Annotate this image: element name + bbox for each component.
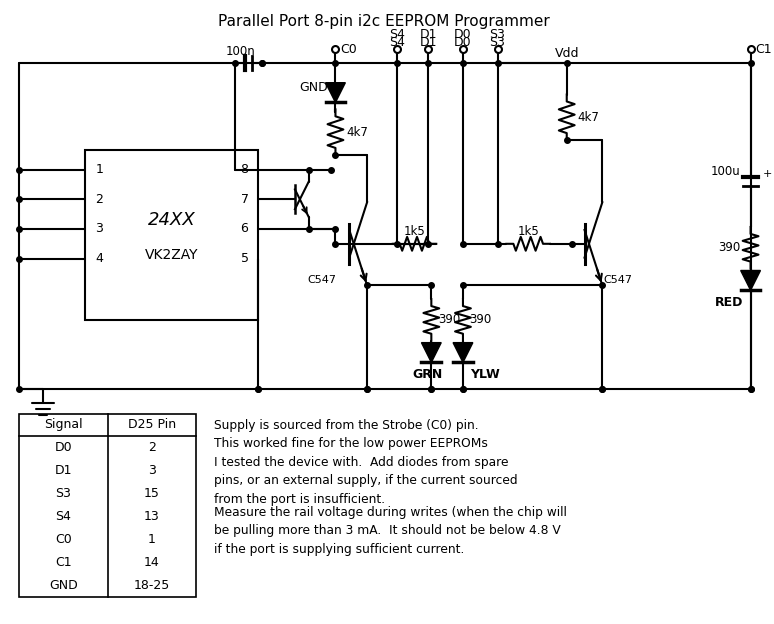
Text: 18-25: 18-25 bbox=[134, 578, 170, 592]
Text: 4: 4 bbox=[95, 252, 103, 265]
Text: S3: S3 bbox=[490, 36, 505, 49]
Text: GRN: GRN bbox=[413, 368, 443, 381]
Text: D1: D1 bbox=[55, 464, 72, 477]
Text: S4: S4 bbox=[56, 510, 71, 522]
Text: C547: C547 bbox=[604, 275, 632, 285]
Text: D0: D0 bbox=[454, 28, 472, 41]
Bar bbox=[19, 414, 196, 597]
Text: 3: 3 bbox=[95, 223, 103, 235]
Text: Vdd: Vdd bbox=[554, 47, 579, 59]
Text: S3: S3 bbox=[56, 487, 71, 500]
Text: VK2ZAY: VK2ZAY bbox=[146, 248, 199, 261]
Text: Signal: Signal bbox=[44, 418, 83, 431]
Text: D25 Pin: D25 Pin bbox=[128, 418, 176, 431]
Text: 15: 15 bbox=[144, 487, 159, 500]
Text: C0: C0 bbox=[340, 42, 357, 56]
Text: D1: D1 bbox=[420, 36, 437, 49]
Text: 4k7: 4k7 bbox=[346, 125, 368, 139]
Text: S4: S4 bbox=[389, 36, 405, 49]
Text: YLW: YLW bbox=[470, 368, 499, 381]
Text: +: + bbox=[762, 168, 772, 178]
Text: 5: 5 bbox=[241, 252, 248, 265]
Text: Supply is sourced from the Strobe (C0) pin.
This worked fine for the low power E: Supply is sourced from the Strobe (C0) p… bbox=[214, 419, 518, 505]
Text: 100n: 100n bbox=[226, 44, 255, 57]
Text: 390: 390 bbox=[470, 313, 491, 326]
Text: D0: D0 bbox=[454, 36, 472, 49]
Text: C547: C547 bbox=[307, 275, 336, 285]
Text: 100u: 100u bbox=[711, 165, 741, 178]
Text: 2: 2 bbox=[148, 441, 156, 454]
Text: 13: 13 bbox=[144, 510, 159, 522]
Text: 1: 1 bbox=[95, 163, 103, 176]
Text: S3: S3 bbox=[490, 28, 505, 41]
Polygon shape bbox=[326, 83, 345, 102]
Polygon shape bbox=[422, 343, 441, 363]
Text: C1: C1 bbox=[55, 555, 72, 568]
Text: C0: C0 bbox=[55, 533, 72, 545]
Text: S4: S4 bbox=[389, 28, 405, 41]
Text: 1k5: 1k5 bbox=[517, 225, 539, 238]
Text: GND: GND bbox=[300, 81, 328, 94]
Text: C1: C1 bbox=[755, 42, 772, 56]
Text: 4k7: 4k7 bbox=[577, 111, 599, 124]
Polygon shape bbox=[741, 270, 761, 290]
Text: 2: 2 bbox=[95, 193, 103, 206]
Text: 24XX: 24XX bbox=[148, 211, 196, 229]
Text: 8: 8 bbox=[241, 163, 248, 176]
Text: 14: 14 bbox=[144, 555, 159, 568]
Text: 390: 390 bbox=[717, 241, 740, 254]
Text: 6: 6 bbox=[241, 223, 248, 235]
Bar bbox=[85, 150, 259, 320]
Text: D0: D0 bbox=[55, 441, 72, 454]
Text: D1: D1 bbox=[420, 28, 437, 41]
Polygon shape bbox=[453, 343, 473, 363]
Text: RED: RED bbox=[714, 296, 743, 309]
Text: Parallel Port 8-pin i2c EEPROM Programmer: Parallel Port 8-pin i2c EEPROM Programme… bbox=[218, 14, 550, 29]
Text: 3: 3 bbox=[148, 464, 156, 477]
Text: 1k5: 1k5 bbox=[404, 225, 426, 238]
Text: 390: 390 bbox=[438, 313, 461, 326]
Text: Measure the rail voltage during writes (when the chip will
be pulling more than : Measure the rail voltage during writes (… bbox=[214, 505, 567, 556]
Text: 7: 7 bbox=[241, 193, 248, 206]
Text: 1: 1 bbox=[148, 533, 156, 545]
Text: GND: GND bbox=[49, 578, 77, 592]
